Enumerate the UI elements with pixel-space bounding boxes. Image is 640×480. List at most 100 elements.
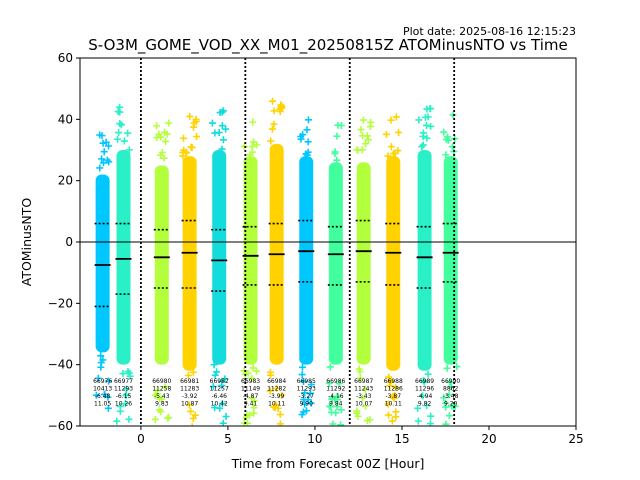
- scatter-point: [333, 156, 341, 164]
- scatter-point: [388, 417, 396, 425]
- plot-inner: [80, 58, 576, 426]
- scatter-point: [333, 132, 341, 140]
- scatter-group-1: [113, 103, 134, 425]
- group-stat-line: -5.43: [154, 393, 170, 400]
- scatter-point: [440, 394, 448, 402]
- group-stats-10: 66988 11286 -3.87 10.11: [384, 378, 403, 408]
- scatter-point: [98, 132, 106, 140]
- scatter-point: [124, 129, 132, 137]
- group-stat-line: 66977: [114, 378, 133, 385]
- scatter-point: [222, 125, 230, 133]
- group-stat-line: 66983: [241, 378, 260, 385]
- y-tick-label: 0: [65, 235, 73, 249]
- group-stat-line: 8862: [443, 386, 458, 393]
- x-tick-label: 0: [137, 432, 145, 446]
- y-tick-label: 60: [58, 51, 73, 65]
- scatter-point: [299, 408, 307, 416]
- scatter-point: [427, 122, 435, 130]
- group-stat-line: 11243: [354, 386, 373, 393]
- group-stats-8: 66986 11292 -4.16 9.84: [326, 378, 345, 408]
- scatter-point: [104, 404, 112, 412]
- y-tick-label: −40: [48, 358, 73, 372]
- scatter-point: [162, 137, 170, 145]
- group-stat-line: 66989: [415, 378, 434, 385]
- scatter-point: [187, 143, 195, 151]
- scatter-point: [363, 417, 371, 425]
- x-axis-ticks: 0 5 10 15 20 25: [137, 426, 584, 446]
- scatter-point: [445, 391, 453, 399]
- scatter-point: [325, 402, 333, 410]
- group-stat-line: -3.99: [269, 393, 285, 400]
- scatter-point: [422, 121, 430, 129]
- scatter-point: [164, 414, 172, 422]
- scatter-point: [356, 374, 364, 382]
- scatter-point: [94, 374, 102, 382]
- scatter-point: [267, 137, 275, 145]
- group-stat-line: -6.15: [116, 393, 132, 400]
- scatter-point: [334, 121, 342, 129]
- scatter-point: [419, 129, 427, 137]
- scatter-point: [301, 389, 309, 397]
- scatter-point: [355, 365, 363, 373]
- group-stat-line: -6.46: [211, 393, 227, 400]
- scatter-point: [359, 116, 367, 124]
- group-stat-line: 10.11: [268, 401, 285, 408]
- scatter-point: [126, 372, 134, 380]
- scatter-point: [218, 145, 226, 153]
- scatter-point: [113, 417, 121, 425]
- scatter-point: [327, 408, 335, 416]
- scatter-point: [268, 125, 276, 133]
- scatter-point: [331, 148, 339, 156]
- scatter-point: [392, 413, 400, 421]
- scatter-point: [249, 364, 257, 372]
- group-stat-line: 66984: [267, 378, 286, 385]
- scatter-point: [301, 400, 309, 408]
- scatter-point: [420, 378, 428, 386]
- scatter-point: [442, 403, 450, 411]
- scatter-point: [115, 129, 123, 137]
- scatter-point: [270, 107, 278, 115]
- scatter-band: [356, 162, 371, 365]
- scatter-point: [189, 123, 197, 131]
- scatter-point: [221, 375, 229, 383]
- scatter-point: [419, 392, 427, 400]
- scatter-point: [449, 111, 457, 119]
- scatter-point: [125, 146, 133, 154]
- scatter-band: [386, 156, 401, 371]
- x-axis-label: Time from Forecast 00Z [Hour]: [231, 456, 425, 471]
- group-stat-line: 11293: [114, 386, 133, 393]
- group-stat-line: -4.87: [243, 393, 259, 400]
- scatter-point: [395, 128, 403, 136]
- scatter-point: [211, 404, 219, 412]
- scatter-point: [151, 415, 159, 423]
- group-stat-line: 9.83: [155, 401, 169, 408]
- scatter-point: [218, 399, 226, 407]
- scatter-point: [329, 420, 337, 426]
- scatter-point: [362, 402, 370, 410]
- scatter-point: [161, 383, 169, 391]
- scatter-point: [361, 385, 369, 393]
- scatter-point: [122, 391, 130, 399]
- scatter-point: [216, 109, 224, 117]
- scatter-point: [445, 412, 453, 420]
- scatter-point: [273, 384, 281, 392]
- scatter-point: [125, 415, 133, 423]
- scatter-point: [304, 396, 312, 404]
- scatter-point: [444, 133, 452, 141]
- scatter-point: [418, 143, 426, 151]
- scatter-point: [179, 152, 187, 160]
- scatter-point: [211, 129, 219, 137]
- scatter-point: [248, 148, 256, 156]
- scatter-group-8: [325, 121, 345, 426]
- scatter-point: [337, 421, 345, 426]
- scatter-point: [364, 136, 372, 144]
- scatter-band: [328, 162, 343, 365]
- scatter-point: [222, 413, 230, 421]
- scatter-point: [249, 118, 257, 126]
- y-tick-label: −60: [48, 419, 73, 433]
- scatter-point: [419, 141, 427, 149]
- scatter-point: [326, 363, 334, 371]
- scatter-point: [446, 378, 454, 386]
- scatter-group-9: [353, 116, 375, 425]
